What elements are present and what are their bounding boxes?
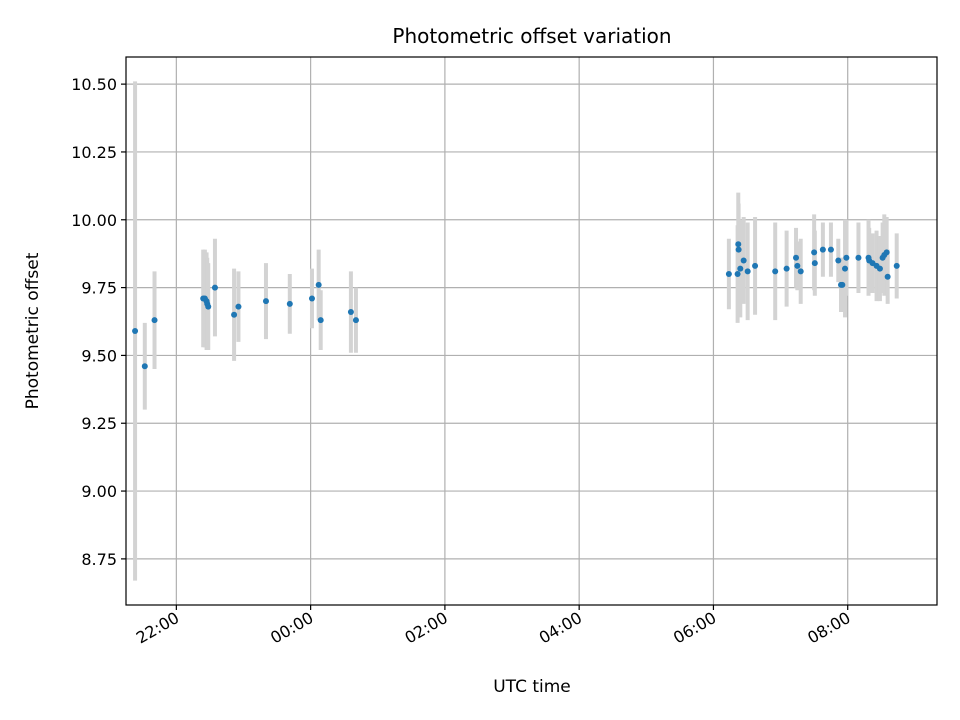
y-tick-label: 10.25 (71, 143, 117, 162)
data-point (835, 257, 842, 264)
data-point (231, 311, 238, 318)
y-tick-label: 9.50 (81, 346, 117, 365)
data-point (876, 265, 883, 272)
data-point (811, 249, 818, 256)
data-point (772, 268, 779, 275)
y-tick-label: 9.00 (81, 482, 117, 501)
data-point (843, 254, 850, 261)
data-point (734, 271, 741, 278)
y-tick-label: 9.25 (81, 414, 117, 433)
data-point (842, 265, 849, 272)
data-point (132, 328, 139, 334)
data-point (797, 268, 804, 275)
data-point (740, 257, 747, 264)
data-point (262, 298, 269, 305)
data-point (308, 295, 315, 302)
data-point (286, 300, 293, 307)
data-point (793, 254, 800, 261)
data-point (352, 317, 359, 324)
y-tick-label: 8.75 (81, 550, 117, 569)
data-point (151, 317, 158, 324)
y-axis: 8.75 9.00 9.25 9.50 9.75 10.00 10.25 10.50 (71, 75, 126, 569)
data-point (735, 246, 742, 253)
data-point (794, 262, 801, 269)
data-point (811, 260, 818, 267)
y-axis-label: Photometric offset (23, 252, 43, 409)
data-point (744, 268, 751, 275)
plot-area-frame (125, 56, 938, 606)
data-point (827, 246, 834, 253)
data-point (725, 271, 732, 278)
y-tick-label: 10.50 (71, 75, 117, 94)
y-tick-label: 10.00 (71, 211, 117, 230)
data-point (819, 246, 826, 253)
y-tick-label: 9.75 (81, 279, 117, 298)
chart-title: Photometric offset variation (392, 24, 671, 48)
data-point (205, 303, 212, 310)
data-point (347, 309, 354, 316)
data-point (211, 284, 218, 291)
data-point (735, 241, 742, 248)
data-point (235, 303, 242, 310)
data-point (855, 254, 862, 261)
data-point (141, 363, 148, 370)
data-point (317, 317, 324, 324)
data-point (884, 273, 891, 280)
data-point (315, 281, 322, 288)
data-point (752, 262, 759, 269)
data-point (883, 249, 890, 256)
data-point (783, 265, 790, 272)
data-point (893, 262, 900, 269)
data-points (132, 241, 900, 370)
data-point (737, 265, 744, 272)
data-point (839, 281, 846, 288)
x-axis-label: UTC time (493, 677, 571, 697)
